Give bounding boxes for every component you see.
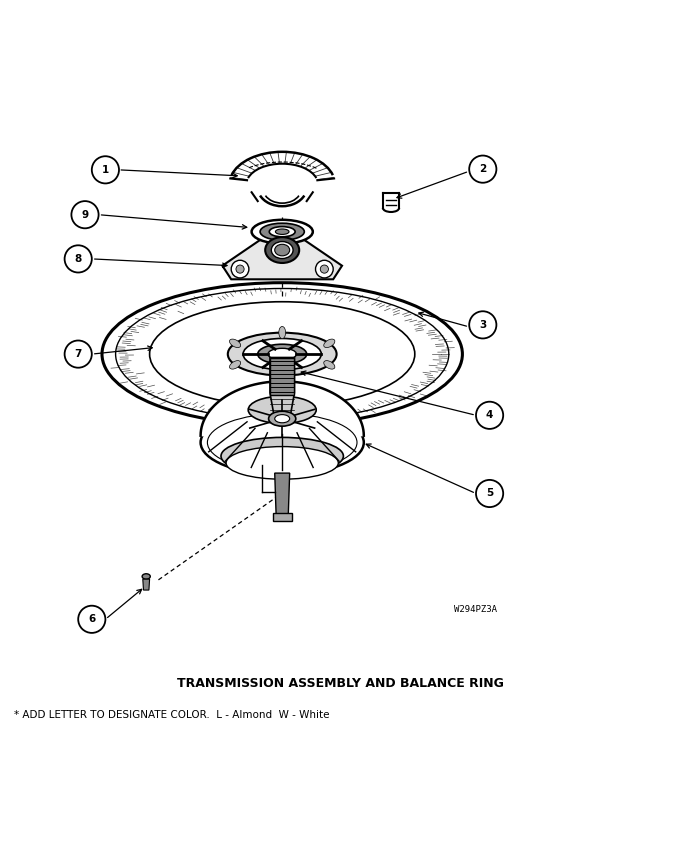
Circle shape [236,265,244,273]
Text: 5: 5 [486,488,493,499]
Ellipse shape [226,447,339,479]
Ellipse shape [324,361,335,369]
Text: * ADD LETTER TO DESIGNATE COLOR.  L - Almond  W - White: * ADD LETTER TO DESIGNATE COLOR. L - Alm… [14,710,329,719]
Ellipse shape [275,414,290,423]
Ellipse shape [260,223,305,240]
Text: 9: 9 [82,209,88,220]
Text: 4: 4 [486,410,493,420]
Polygon shape [273,512,292,521]
Circle shape [231,260,249,278]
Polygon shape [275,473,290,514]
Ellipse shape [142,574,150,580]
Ellipse shape [228,333,337,375]
Ellipse shape [279,327,286,339]
Ellipse shape [230,361,241,369]
Ellipse shape [252,220,313,243]
Ellipse shape [243,339,322,369]
Text: 7: 7 [75,349,82,359]
Ellipse shape [150,302,415,407]
Polygon shape [143,580,150,590]
Ellipse shape [201,410,364,475]
Circle shape [316,260,333,278]
Ellipse shape [269,226,295,237]
Text: TRANSMISSION ASSEMBLY AND BALANCE RING: TRANSMISSION ASSEMBLY AND BALANCE RING [177,677,503,690]
Ellipse shape [248,397,316,424]
Ellipse shape [102,283,462,426]
Text: 1: 1 [102,165,109,174]
Ellipse shape [275,229,289,234]
Polygon shape [222,225,342,279]
Text: 6: 6 [88,614,95,625]
Ellipse shape [324,339,335,347]
Polygon shape [270,357,294,395]
Text: 8: 8 [75,254,82,264]
Ellipse shape [265,237,299,263]
Polygon shape [201,381,364,436]
Ellipse shape [269,411,296,426]
Polygon shape [270,357,294,414]
Circle shape [320,265,328,273]
Ellipse shape [271,242,293,259]
Text: 3: 3 [479,320,486,330]
Ellipse shape [275,244,290,256]
Ellipse shape [230,339,241,347]
Text: W294PZ3A: W294PZ3A [454,604,498,614]
Text: 2: 2 [479,164,486,174]
Ellipse shape [268,348,296,360]
Ellipse shape [258,345,307,364]
Ellipse shape [279,369,286,382]
Ellipse shape [221,437,343,475]
